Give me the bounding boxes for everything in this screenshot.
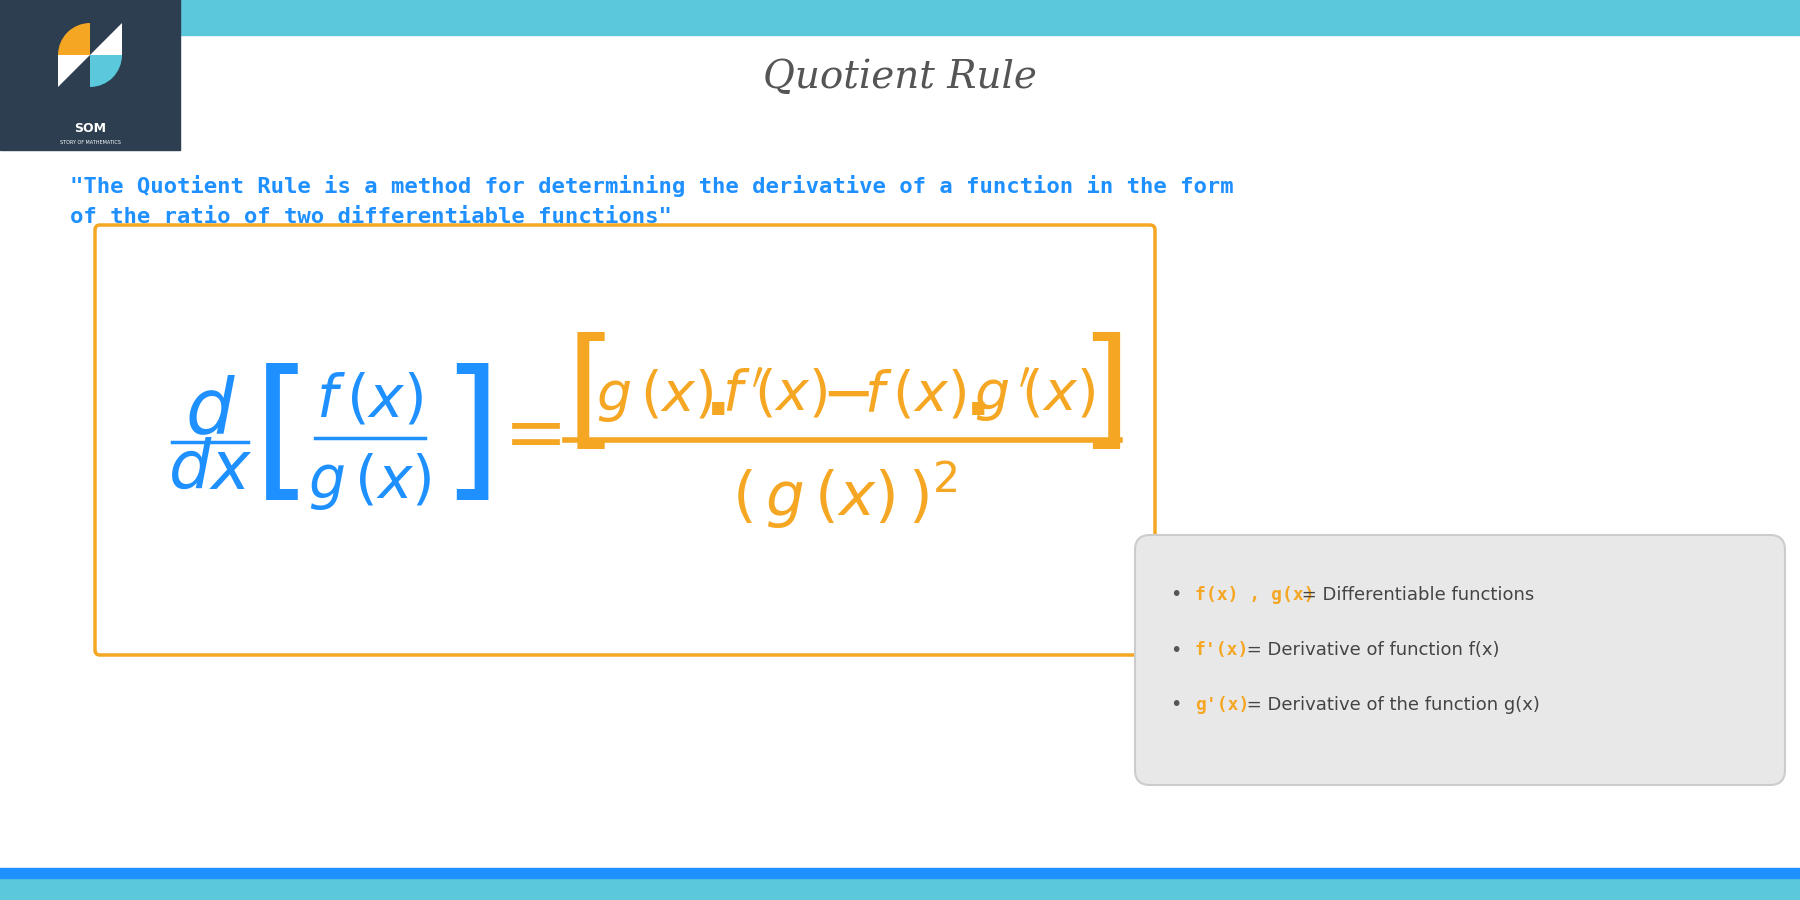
Text: $[$: $[$ xyxy=(252,364,299,512)
Text: $\mathit{g\,(x)}$: $\mathit{g\,(x)}$ xyxy=(308,452,432,512)
Text: = Derivative of function f(x): = Derivative of function f(x) xyxy=(1240,641,1499,659)
Text: $\mathit{g\,'\!(x)}$: $\mathit{g\,'\!(x)}$ xyxy=(974,366,1096,424)
Text: $\mathit{f\,(x)}$: $\mathit{f\,(x)}$ xyxy=(864,367,967,422)
Text: g'(x): g'(x) xyxy=(1195,696,1249,714)
Text: $\mathit{(\,g\,(x)\,)^2}$: $\mathit{(\,g\,(x)\,)^2}$ xyxy=(733,459,958,531)
Text: f'(x): f'(x) xyxy=(1195,641,1249,659)
Text: •: • xyxy=(1170,586,1181,605)
Text: SOM: SOM xyxy=(74,122,106,134)
Text: STORY OF MATHEMATICS: STORY OF MATHEMATICS xyxy=(59,140,121,145)
Text: $\mathit{d}$: $\mathit{d}$ xyxy=(185,375,236,449)
Wedge shape xyxy=(58,23,90,55)
Text: = Differentiable functions: = Differentiable functions xyxy=(1296,586,1534,604)
Bar xyxy=(0,878,1800,900)
Text: $]$: $]$ xyxy=(1078,330,1121,460)
Polygon shape xyxy=(58,55,90,87)
Text: $]$: $]$ xyxy=(441,364,490,512)
Text: $\mathbf{.}$: $\mathbf{.}$ xyxy=(965,362,986,428)
Text: •: • xyxy=(1170,641,1181,660)
Bar xyxy=(0,868,1800,878)
Text: $\mathbf{.}$: $\mathbf{.}$ xyxy=(704,362,725,428)
Text: f(x) , g(x): f(x) , g(x) xyxy=(1195,586,1314,604)
FancyBboxPatch shape xyxy=(95,225,1156,655)
Text: "The Quotient Rule is a method for determining the derivative of a function in t: "The Quotient Rule is a method for deter… xyxy=(70,175,1233,227)
Text: $[$: $[$ xyxy=(565,330,605,460)
FancyBboxPatch shape xyxy=(1136,535,1786,785)
Text: $-$: $-$ xyxy=(821,364,869,426)
Text: Quotient Rule: Quotient Rule xyxy=(763,59,1037,96)
Text: $\mathit{f\,'\!(x)}$: $\mathit{f\,'\!(x)}$ xyxy=(722,367,828,422)
Bar xyxy=(0,0,180,150)
Polygon shape xyxy=(90,23,122,55)
Text: $\mathit{dx}$: $\mathit{dx}$ xyxy=(167,437,252,502)
Wedge shape xyxy=(90,55,122,87)
Bar xyxy=(0,0,1800,35)
Text: = Derivative of the function g(x): = Derivative of the function g(x) xyxy=(1240,696,1539,714)
Text: $\mathit{g\,(x)}$: $\mathit{g\,(x)}$ xyxy=(596,366,715,424)
Text: •: • xyxy=(1170,696,1181,715)
Text: $\mathit{f\,(x)}$: $\mathit{f\,(x)}$ xyxy=(317,372,423,428)
Text: $=$: $=$ xyxy=(488,398,562,472)
